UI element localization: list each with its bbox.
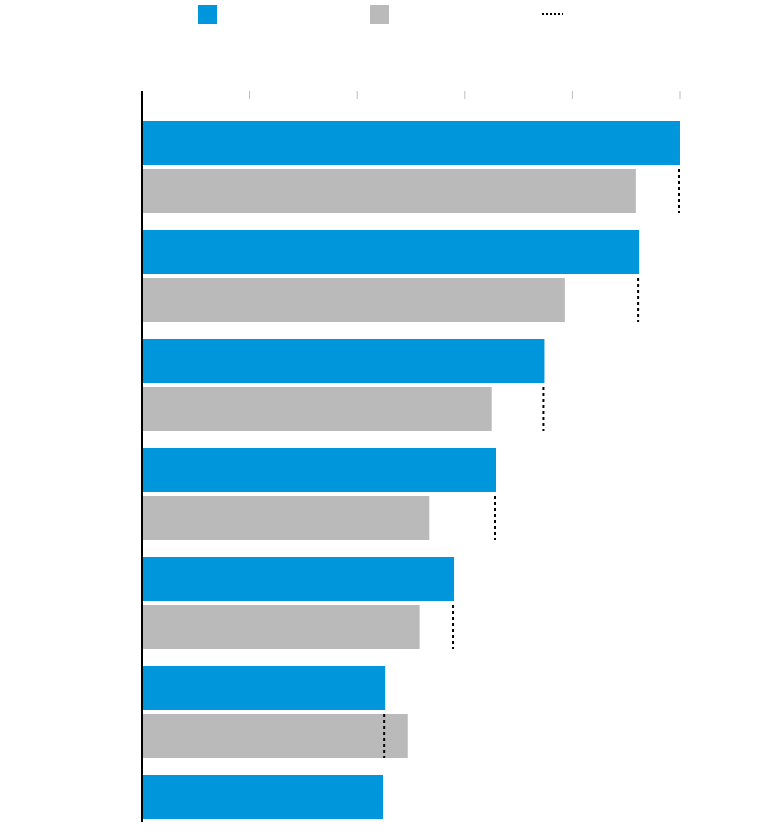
bar-series-a (142, 557, 455, 601)
bar-series-b (142, 714, 408, 758)
bar-series-a (142, 775, 384, 819)
bar-series-b (142, 169, 636, 213)
bar-series-a (142, 121, 680, 165)
bar-series-a (142, 666, 386, 710)
bar-series-b (142, 496, 430, 540)
bar-series-b (142, 605, 420, 649)
bar-series-a (142, 339, 545, 383)
bar-series-b (142, 387, 492, 431)
legend-swatch-1 (198, 5, 217, 24)
bar-series-a (142, 230, 640, 274)
bar-series-a (142, 448, 497, 492)
legend-swatch-2 (370, 5, 389, 24)
bar-series-b (142, 278, 565, 322)
